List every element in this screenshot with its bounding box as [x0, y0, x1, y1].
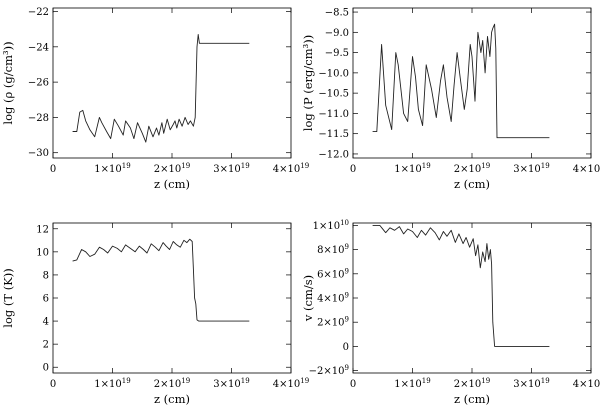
x-tick-label: 3×1019 [513, 162, 549, 175]
x-tick-label: 1×1019 [94, 377, 130, 390]
x-tick-label: 4×1019 [273, 162, 309, 175]
x-axis-label: z (cm) [154, 177, 190, 191]
x-tick-label: 3×1019 [213, 162, 249, 175]
plot-frame [52, 7, 292, 159]
y-tick-label: 1×1010 [313, 219, 349, 232]
x-tick-label: 2×1019 [154, 377, 190, 390]
y-tick-label: 0 [343, 342, 349, 353]
y-tick-label: −11.5 [318, 129, 349, 140]
y-tick-label: −8.5 [325, 8, 349, 19]
x-tick-label: 4×1019 [573, 162, 600, 175]
x-tick-label: 0 [350, 379, 356, 390]
panel-velocity: 01×10192×10193×10194×1019−2×10902×1094×1… [301, 219, 600, 406]
x-tick-label: 2×1019 [454, 377, 490, 390]
y-tick-label: 8 [43, 270, 49, 281]
x-tick-label: 2×1019 [154, 162, 190, 175]
x-tick-label: 0 [350, 164, 356, 175]
y-tick-label: 4×109 [317, 292, 349, 305]
x-tick-label: 0 [50, 379, 56, 390]
density-curve [72, 34, 250, 143]
y-tick-label: −10.0 [318, 68, 349, 79]
panel-density: 0 1×1019 2×1019 3×1019 4×1019 −30 −28 −26 −24 −22… [1, 7, 309, 191]
y-tick-label: 8×109 [317, 243, 349, 256]
y-axis-label: log (ρ (g/cm³)) [1, 41, 15, 124]
y-tick-label: −2×109 [309, 364, 349, 377]
x-tick-label: 4×1019 [273, 377, 309, 390]
y-tick-label: −30 [28, 148, 49, 159]
y-axis-label: v (cm/s) [301, 275, 315, 322]
y-tick-label: 2×109 [317, 316, 349, 329]
plot-frame [352, 7, 592, 159]
x-axis-label: z (cm) [454, 392, 490, 406]
y-tick-label: 12 [36, 224, 49, 235]
x-tick-label: 2×1019 [454, 162, 490, 175]
plot-frame [352, 222, 592, 374]
y-tick-label: −12.0 [318, 149, 349, 160]
y-tick-label: 10 [36, 247, 49, 258]
x-tick-label: 3×1019 [213, 377, 249, 390]
y-tick-label: 4 [43, 317, 49, 328]
panel-temperature: 0 1×1019 2×1019 3×1019 4×1019 0 2 4 6 8 10 12 z (cm)… [1, 222, 309, 406]
y-tick-label: −24 [28, 42, 49, 53]
y-tick-label: 2 [43, 340, 49, 351]
x-tick-label: 1×1019 [394, 162, 430, 175]
y-tick-label: −22 [28, 7, 49, 18]
y-tick-label: −11.0 [318, 109, 349, 120]
x-tick-label: 1×1019 [394, 377, 430, 390]
x-tick-label: 3×1019 [513, 377, 549, 390]
panel-pressure: 0 1×1019 2×1019 3×1019 4×1019 −12.0 −11.5 −11.0… [301, 8, 600, 191]
y-tick-label: 0 [43, 363, 49, 374]
velocity-curve [372, 224, 550, 347]
y-axis-label: log (P (erg/cm³)) [301, 35, 315, 131]
y-axis-label: log (T (K)) [1, 268, 15, 327]
plot-frame [52, 222, 292, 374]
y-tick-label: −9.0 [325, 28, 349, 39]
y-tick-label: −28 [28, 113, 49, 124]
y-tick-label: −10.5 [318, 89, 349, 100]
y-tick-label: 6 [43, 294, 49, 305]
temperature-curve [72, 238, 250, 322]
y-tick-label: 6×109 [317, 267, 349, 280]
x-axis-label: z (cm) [454, 177, 490, 191]
x-tick-label: 0 [50, 164, 56, 175]
y-tick-label: −9.5 [325, 48, 349, 59]
x-tick-label: 1×1019 [94, 162, 130, 175]
x-tick-label: 4×1019 [573, 377, 600, 390]
pressure-curve [372, 23, 550, 139]
x-axis-label: z (cm) [154, 392, 190, 406]
y-tick-label: −26 [28, 78, 49, 89]
